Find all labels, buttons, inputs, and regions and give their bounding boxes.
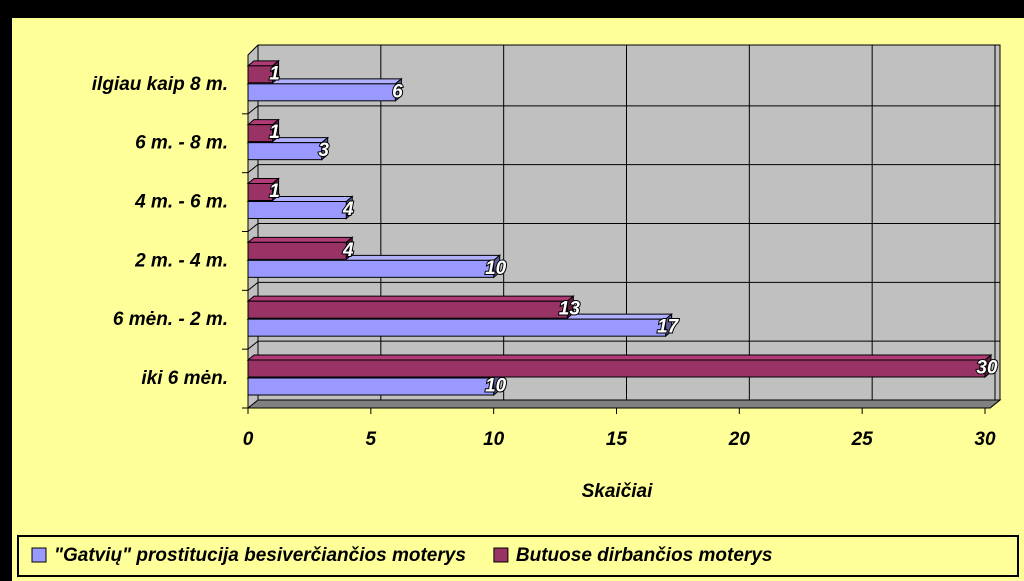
- legend-swatch: [493, 547, 509, 563]
- data-label: 6: [392, 81, 403, 102]
- data-label: 1: [269, 181, 280, 202]
- data-label: 1: [269, 122, 280, 143]
- x-tick-label: 15: [606, 429, 628, 450]
- x-tick-label: 25: [851, 429, 874, 450]
- legend-label: "Gatvių" prostitucija besiverčiančios mo…: [54, 545, 466, 566]
- y-tick-label: ilgiau kaip 8 m.: [92, 74, 228, 95]
- data-label: 4: [342, 199, 354, 220]
- data-label: 30: [976, 358, 998, 379]
- data-label: 3: [318, 140, 329, 161]
- y-tick-label: 2 m. - 4 m.: [134, 250, 228, 271]
- chart-title: Verčiamasis prostitucija laiko atžvi: [568, 0, 855, 13]
- plot-floor: [246, 399, 1002, 409]
- bar-top: [246, 236, 354, 243]
- bar: [247, 183, 274, 201]
- bar: [247, 259, 495, 278]
- bar: [247, 318, 667, 337]
- bar: [247, 300, 568, 319]
- legend: [17, 535, 1019, 577]
- legend-swatch: [31, 547, 47, 563]
- y-tick-label: 6 m. - 8 m.: [135, 133, 228, 154]
- bar: [247, 201, 347, 219]
- data-label: 10: [485, 376, 507, 397]
- data-label: 4: [342, 240, 354, 261]
- bar: [247, 241, 347, 260]
- y-tick-label: 4 m. - 6 m.: [134, 192, 228, 213]
- data-label: 17: [657, 317, 680, 338]
- x-tick-label: 0: [243, 429, 254, 450]
- bar-top: [246, 354, 993, 361]
- bar: [247, 377, 495, 396]
- legend-label: Butuose dirbančios moterys: [516, 545, 773, 566]
- x-tick-label: 30: [974, 429, 996, 450]
- bar: [247, 359, 986, 378]
- data-label: 1: [269, 63, 280, 84]
- bar: [247, 65, 274, 84]
- data-label: 10: [485, 258, 507, 279]
- x-tick-label: 20: [728, 429, 751, 450]
- bar-top: [246, 295, 575, 302]
- y-tick-label: iki 6 mėn.: [141, 368, 228, 389]
- x-tick-label: 10: [483, 429, 505, 450]
- x-axis-title: Skaičiai: [582, 481, 653, 502]
- data-label: 13: [559, 299, 581, 320]
- bar: [247, 142, 323, 161]
- bar: [247, 83, 396, 102]
- x-tick-label: 5: [366, 429, 377, 450]
- y-tick-label: 6 mėn. - 2 m.: [113, 309, 228, 330]
- bar: [247, 124, 274, 143]
